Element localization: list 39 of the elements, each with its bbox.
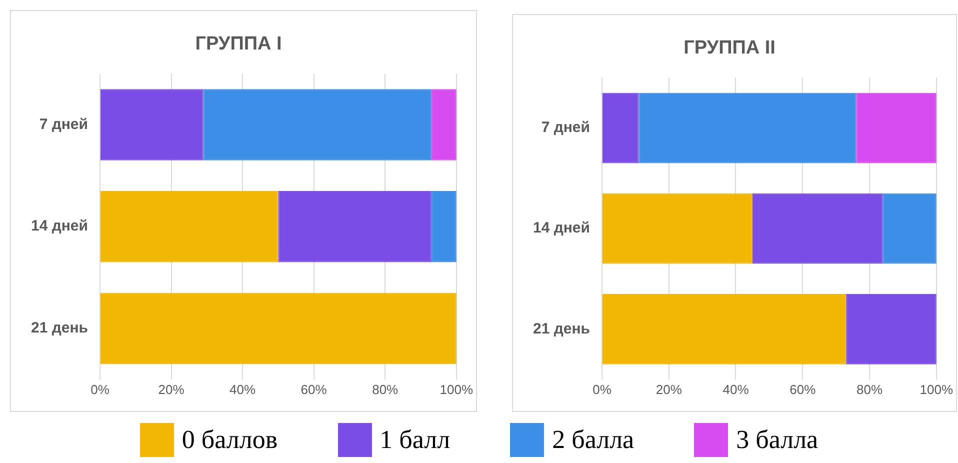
y-tick-label: 14 дней — [532, 220, 590, 237]
x-tick-label: 0% — [90, 382, 110, 397]
x-tick-label: 100% — [920, 382, 954, 397]
x-tick-label: 20% — [656, 382, 682, 397]
x-tick-label: 80% — [856, 382, 883, 397]
chart-title: ГРУППА I — [195, 34, 282, 55]
bar — [638, 92, 856, 164]
x-tick-label: 60% — [790, 382, 816, 397]
x-tick-label: 40% — [230, 382, 256, 397]
bar — [278, 190, 432, 262]
chart-title: ГРУППА II — [684, 38, 776, 59]
x-tick-label: 100% — [440, 382, 474, 397]
y-tick-label: 21 день — [532, 320, 590, 338]
legend-label: 2 балла — [552, 425, 634, 455]
bar — [602, 193, 752, 264]
bar — [431, 89, 456, 160]
legend-label: 0 баллов — [182, 425, 278, 455]
x-tick-label: 0% — [592, 382, 612, 397]
legend-label: 3 балла — [736, 425, 818, 455]
y-tick-label: 7 дней — [541, 119, 590, 136]
bar — [100, 89, 204, 160]
legend-label: 1 балл — [380, 425, 450, 455]
y-tick-label: 7 дней — [39, 116, 88, 133]
y-tick-label: 14 дней — [30, 218, 88, 235]
x-tick-label: 80% — [372, 382, 399, 397]
bar — [431, 190, 456, 262]
x-tick-label: 20% — [158, 382, 185, 397]
bar — [602, 294, 846, 364]
bar — [752, 193, 883, 264]
y-tick-label: 21 день — [30, 320, 88, 337]
bar — [203, 89, 432, 160]
bar — [882, 193, 936, 264]
bar — [100, 190, 278, 262]
bar — [856, 92, 936, 164]
x-tick-label: 40% — [722, 382, 750, 397]
bar — [100, 292, 456, 364]
bar — [602, 92, 639, 164]
bar — [846, 294, 936, 364]
x-tick-label: 60% — [300, 382, 328, 397]
